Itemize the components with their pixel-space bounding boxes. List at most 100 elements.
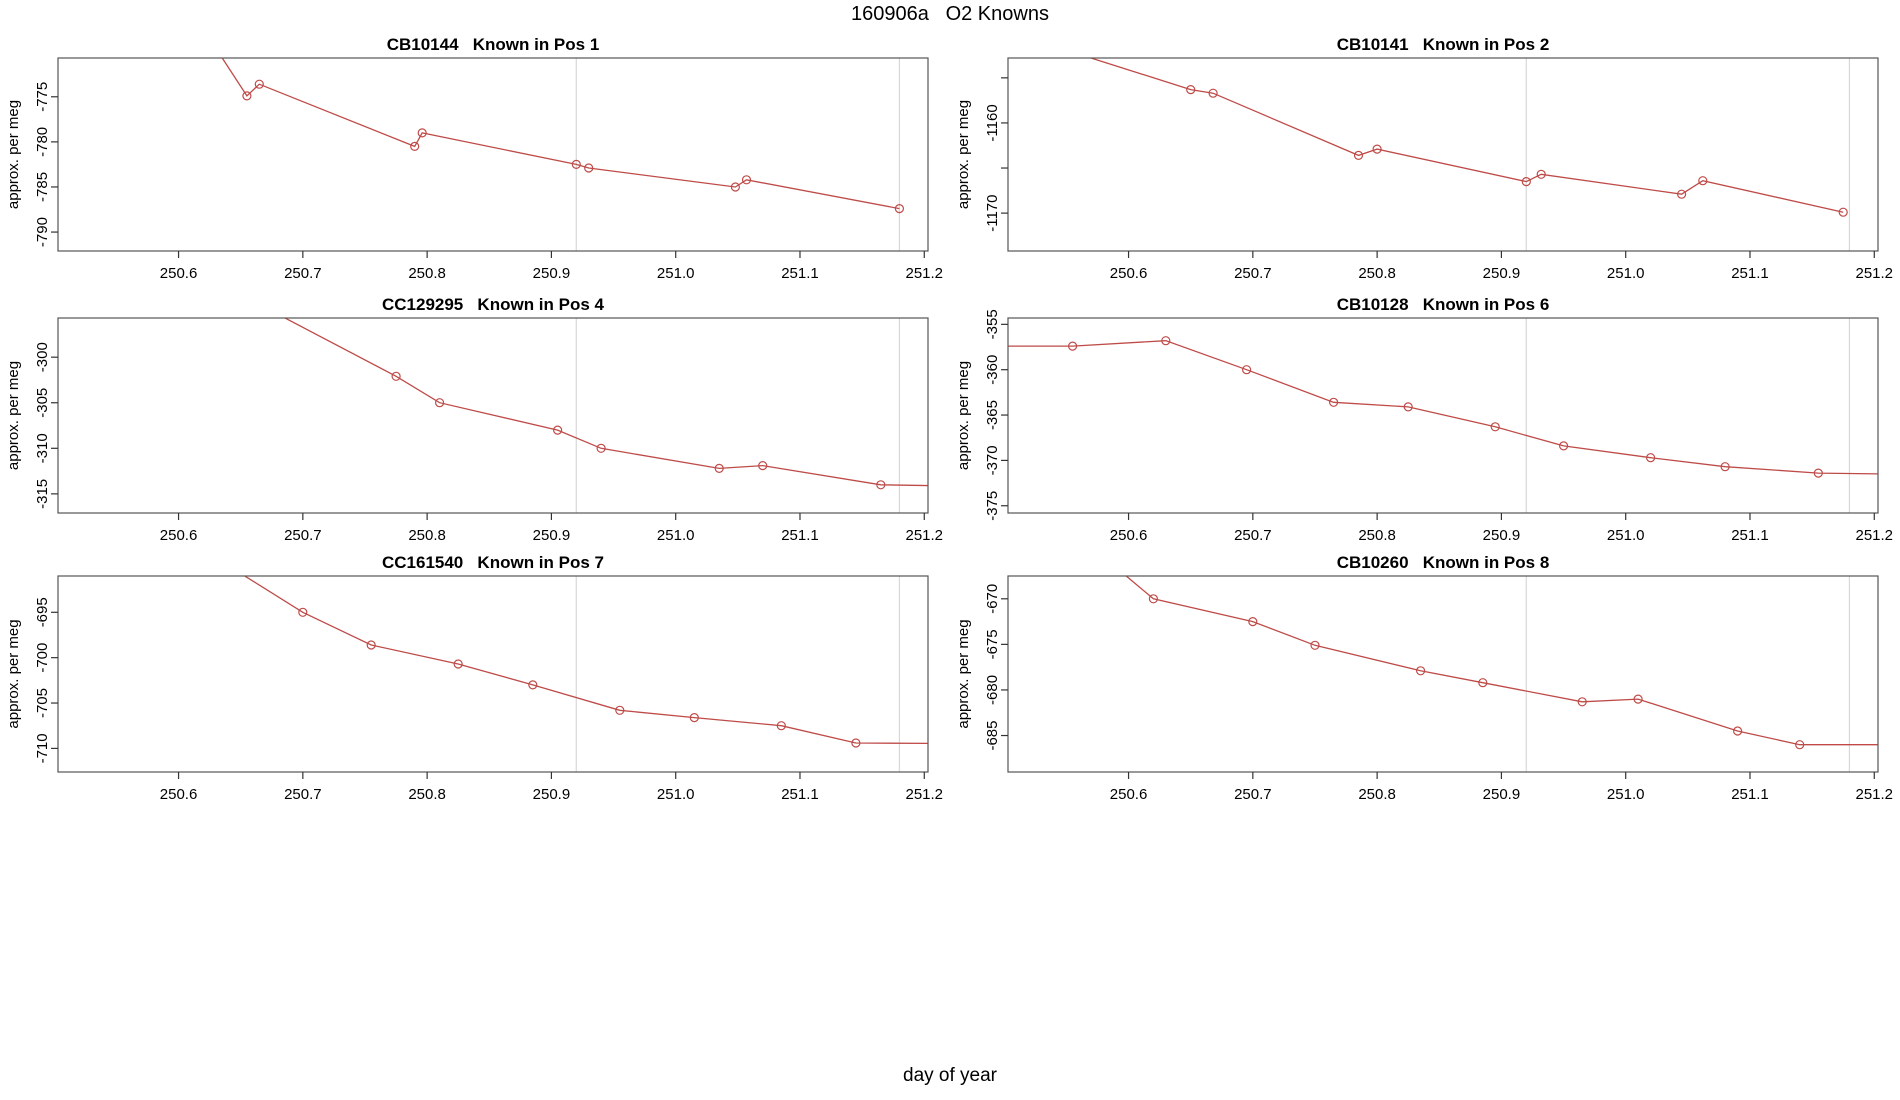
y-tick-label: -355 xyxy=(984,309,1001,339)
data-point xyxy=(1353,150,1364,160)
data-point xyxy=(1415,666,1426,676)
series-CB10141 xyxy=(1050,42,1848,217)
data-point xyxy=(1732,726,1743,736)
data-point xyxy=(571,159,581,169)
subplot-CB10128: 250.6 250.7 250.8 250.9 251.0 251.1 251.2 -355 -… xyxy=(955,295,1893,544)
data-point xyxy=(894,204,905,214)
x-tick-label: 251.1 xyxy=(781,265,819,282)
figure-title: 160906a O2 Knowns xyxy=(851,3,1049,25)
data-point xyxy=(1795,740,1805,750)
data-point xyxy=(1328,397,1339,407)
data-point xyxy=(1186,84,1196,95)
series-CB10260 xyxy=(1106,558,1878,750)
data-point xyxy=(1403,402,1413,412)
subplot-CC129295: 250.6 250.7 250.8 250.9 251.0 251.1 251.2 -300 -… xyxy=(5,294,943,544)
subplot-CB10141: 250.6 250.7 250.8 250.9 251.0 251.1 251.2 -1160… xyxy=(955,35,1893,282)
data-point xyxy=(1720,462,1730,472)
y-tick-label: -670 xyxy=(984,584,1001,614)
data-point xyxy=(528,680,538,690)
x-tick-label: 251.1 xyxy=(1731,265,1769,282)
data-point xyxy=(254,79,264,89)
data-point xyxy=(1106,558,1114,566)
y-tick-label: -375 xyxy=(984,491,1001,521)
plot-box xyxy=(1007,575,1879,773)
data-point xyxy=(453,659,463,669)
y-tick-label: -360 xyxy=(984,355,1001,385)
data-point xyxy=(1050,42,1058,50)
data-point xyxy=(243,294,251,302)
data-line xyxy=(1090,58,1844,213)
x-tick-label: 251.0 xyxy=(1607,527,1645,544)
data-point xyxy=(1698,176,1708,186)
y-tick-label: -785 xyxy=(34,172,51,202)
x-tick-label: 250.8 xyxy=(408,786,446,803)
x-tick-label: 250.9 xyxy=(533,786,571,803)
data-point xyxy=(1813,468,1823,478)
x-tick-label: 250.9 xyxy=(533,527,571,544)
y-tick-label: -710 xyxy=(34,733,51,763)
subplot-title: CC161540 Known in Pos 7 xyxy=(382,553,604,572)
x-tick-label: 250.8 xyxy=(408,265,446,282)
y-axis-label: approx. per meg xyxy=(5,100,22,209)
subplot-CC161540: 250.6 250.7 250.8 250.9 251.0 251.1 251.2 -695 -… xyxy=(5,553,943,803)
x-tick-label: 250.7 xyxy=(1234,265,1272,282)
data-point xyxy=(741,175,752,185)
data-point xyxy=(596,443,606,453)
data-point xyxy=(1558,441,1569,451)
data-point xyxy=(933,482,941,490)
y-tick-label: -775 xyxy=(34,82,51,112)
data-point xyxy=(1521,177,1531,187)
data-point xyxy=(933,739,941,747)
y-axis-label: approx. per meg xyxy=(955,361,972,470)
data-point xyxy=(1208,88,1218,98)
x-tick-label: 250.8 xyxy=(408,527,446,544)
data-point xyxy=(435,398,445,408)
data-point xyxy=(615,705,625,715)
y-tick-label: -365 xyxy=(984,400,1001,430)
data-point xyxy=(1838,207,1848,217)
x-tick-label: 250.9 xyxy=(1483,786,1521,803)
data-line xyxy=(1125,576,1878,746)
x-tick-label: 250.8 xyxy=(1358,786,1396,803)
subplot-title: CB10141 Known in Pos 2 xyxy=(1337,35,1550,54)
x-tick-label: 250.9 xyxy=(533,265,571,282)
data-line xyxy=(221,58,900,210)
x-tick-label: 250.6 xyxy=(1110,527,1148,544)
y-tick-label: -675 xyxy=(984,629,1001,659)
data-point xyxy=(988,342,996,350)
data-point xyxy=(1310,640,1320,650)
data-point xyxy=(391,371,401,381)
data-point xyxy=(212,554,220,562)
data-point xyxy=(1161,336,1171,346)
x-tick-label: 250.8 xyxy=(1358,265,1396,282)
x-tick-label: 251.0 xyxy=(1607,786,1645,803)
x-tick-label: 251.2 xyxy=(1855,265,1893,282)
data-point xyxy=(1676,189,1687,199)
data-line xyxy=(1008,340,1878,475)
y-tick-label: -695 xyxy=(34,597,51,627)
x-tick-label: 251.2 xyxy=(905,527,943,544)
data-point xyxy=(1645,453,1656,463)
data-point xyxy=(1148,594,1159,604)
data-point xyxy=(1241,365,1252,375)
subplot-title: CB10260 Known in Pos 8 xyxy=(1337,553,1550,572)
y-tick-label: -790 xyxy=(34,217,51,247)
series-CC129295 xyxy=(243,294,941,490)
data-line xyxy=(244,576,928,745)
x-tick-label: 251.1 xyxy=(781,786,819,803)
series-CC161540 xyxy=(212,554,941,748)
y-tick-label: -370 xyxy=(984,445,1001,475)
x-tick-label: 251.0 xyxy=(657,527,695,544)
x-tick-label: 250.8 xyxy=(1358,527,1396,544)
y-tick-label: -1170 xyxy=(984,194,1001,231)
y-axis-label: approx. per meg xyxy=(5,361,22,470)
y-tick-label: -705 xyxy=(34,688,51,718)
x-tick-label: 251.2 xyxy=(1855,786,1893,803)
data-point xyxy=(851,738,861,748)
data-point xyxy=(1478,678,1488,688)
y-tick-label: -305 xyxy=(34,388,51,418)
data-point xyxy=(242,91,252,101)
x-tick-label: 250.6 xyxy=(1110,265,1148,282)
